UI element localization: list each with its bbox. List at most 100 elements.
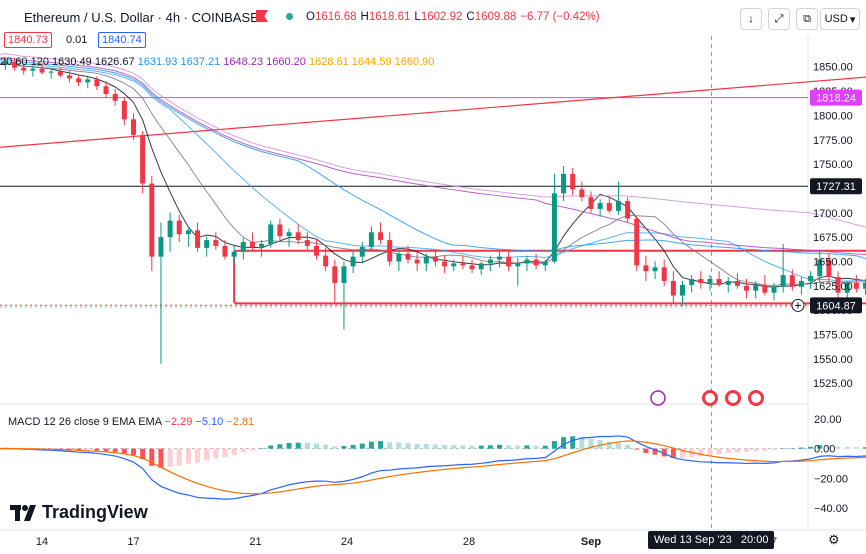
tradingview-logo: TradingView [10,502,148,523]
macd-histogram-bar [725,448,731,454]
candle-body [853,282,859,289]
candle-body [240,242,246,252]
candle-body [195,230,201,248]
macd-histogram-bar [634,448,640,450]
macd-histogram-bar [213,448,219,459]
time-tick-label: Sep [581,536,601,548]
macd-histogram-bar [771,448,777,450]
macd-histogram-bar [780,448,786,449]
candle-body [176,220,182,235]
macd-histogram-bar [615,442,621,449]
candle-body [167,220,173,238]
macd-histogram-bar [497,444,502,449]
moving-average-line [0,56,866,256]
candle-body [76,78,82,83]
candle-body [570,173,576,190]
candle-body [643,265,649,272]
candle-body [506,256,512,267]
sell-price-button[interactable]: 1840.73 [4,32,52,48]
candle-body [213,240,219,246]
macd-histogram-bar [506,445,512,449]
macd-histogram-bar [176,448,182,466]
candle-body [606,203,612,211]
candle-body [561,173,567,194]
macd-histogram-bar [469,445,475,449]
macd-histogram-bar [597,439,603,449]
candle-body [762,284,768,293]
candle-body [661,267,667,281]
macd-histogram-bar [680,448,685,458]
macd-histogram-bar [460,445,466,449]
price-tag-label: 1727.31 [816,181,856,193]
moving-average-line [0,60,866,282]
macd-tick-label: 0.00 [814,444,835,456]
candle-body [497,256,502,260]
candle-body [451,263,457,267]
candle-body [359,246,365,257]
candle-body [689,279,695,285]
tradingview-logo-icon [10,504,36,521]
candle-body [222,245,228,257]
macd-histogram-bar [716,448,722,455]
economic-event-icon-inner [728,393,738,403]
price-tick-label: 1650.00 [813,256,853,268]
candle-body [66,75,72,79]
ma-value: 1626.67 [94,56,138,68]
candle-body [826,259,832,278]
macd-signal-line [0,440,866,495]
macd-histogram-bar [185,448,191,464]
macd-histogram-bar [853,447,859,449]
candle-body [707,279,713,283]
candle-body [158,237,164,257]
price-tag-background [810,178,862,195]
candle-body [634,218,640,266]
spread-value: 0.01 [66,34,88,46]
macd-histogram-bar [286,443,292,449]
macd-histogram-bar [524,445,530,449]
candle-body [396,253,402,262]
macd-histogram-bar [222,448,228,458]
macd-histogram-bar [103,448,109,452]
moving-average-line [0,62,866,287]
ohlc-item: C1609.88 [466,11,517,23]
macd-histogram-bar [844,446,850,449]
macd-histogram-bar [140,448,146,460]
macd-histogram-bar [387,442,393,449]
ma-value: 1631.93 [137,56,181,68]
time-tick-label: 14 [36,536,48,548]
screenshot-icon[interactable]: ⧉ [796,8,818,30]
macd-histogram-bar [442,445,448,449]
price-tick-label: 1775.00 [813,135,853,147]
candle-body [487,259,493,264]
candle-body [48,71,54,73]
macd-histogram-bar [588,438,594,449]
candle-body [231,251,237,257]
time-tick-label: 21 [249,536,261,548]
candle-body [432,256,438,262]
settings-icon[interactable]: ⚙ [828,532,840,547]
arrow-down-icon[interactable]: ↓ [740,8,762,30]
currency-select[interactable]: USD ▾ [820,8,860,30]
macd-histogram-bar [817,445,823,449]
candle-body [524,259,530,264]
macd-histogram-bar [652,448,658,455]
buy-price-button[interactable]: 1840.74 [98,32,146,48]
candle-body [341,266,347,283]
ma-legend-prefix: 20 60 120 [0,56,49,68]
candle-body [670,280,676,296]
flag-icon[interactable] [256,10,268,22]
candle-body [460,263,466,266]
candle-body [478,263,484,270]
macd-histogram-bar [606,441,612,449]
expand-icon[interactable]: ⤢ [768,8,790,30]
candle-body [771,286,777,293]
macd-histogram-bar [542,445,548,449]
symbol-title[interactable]: Ethereum / U.S. Dollar · 4h · COINBASE [24,10,259,25]
macd-legend: MACD 12 26 close 9 EMA EMA −2.29 −5.10 −… [8,416,254,428]
ma-value: 1660.90 [394,56,435,68]
candle-body [469,265,475,270]
price-tick-label: 1575.00 [813,330,853,342]
macd-histogram-bar [487,445,493,449]
macd-histogram-bar [295,442,301,449]
